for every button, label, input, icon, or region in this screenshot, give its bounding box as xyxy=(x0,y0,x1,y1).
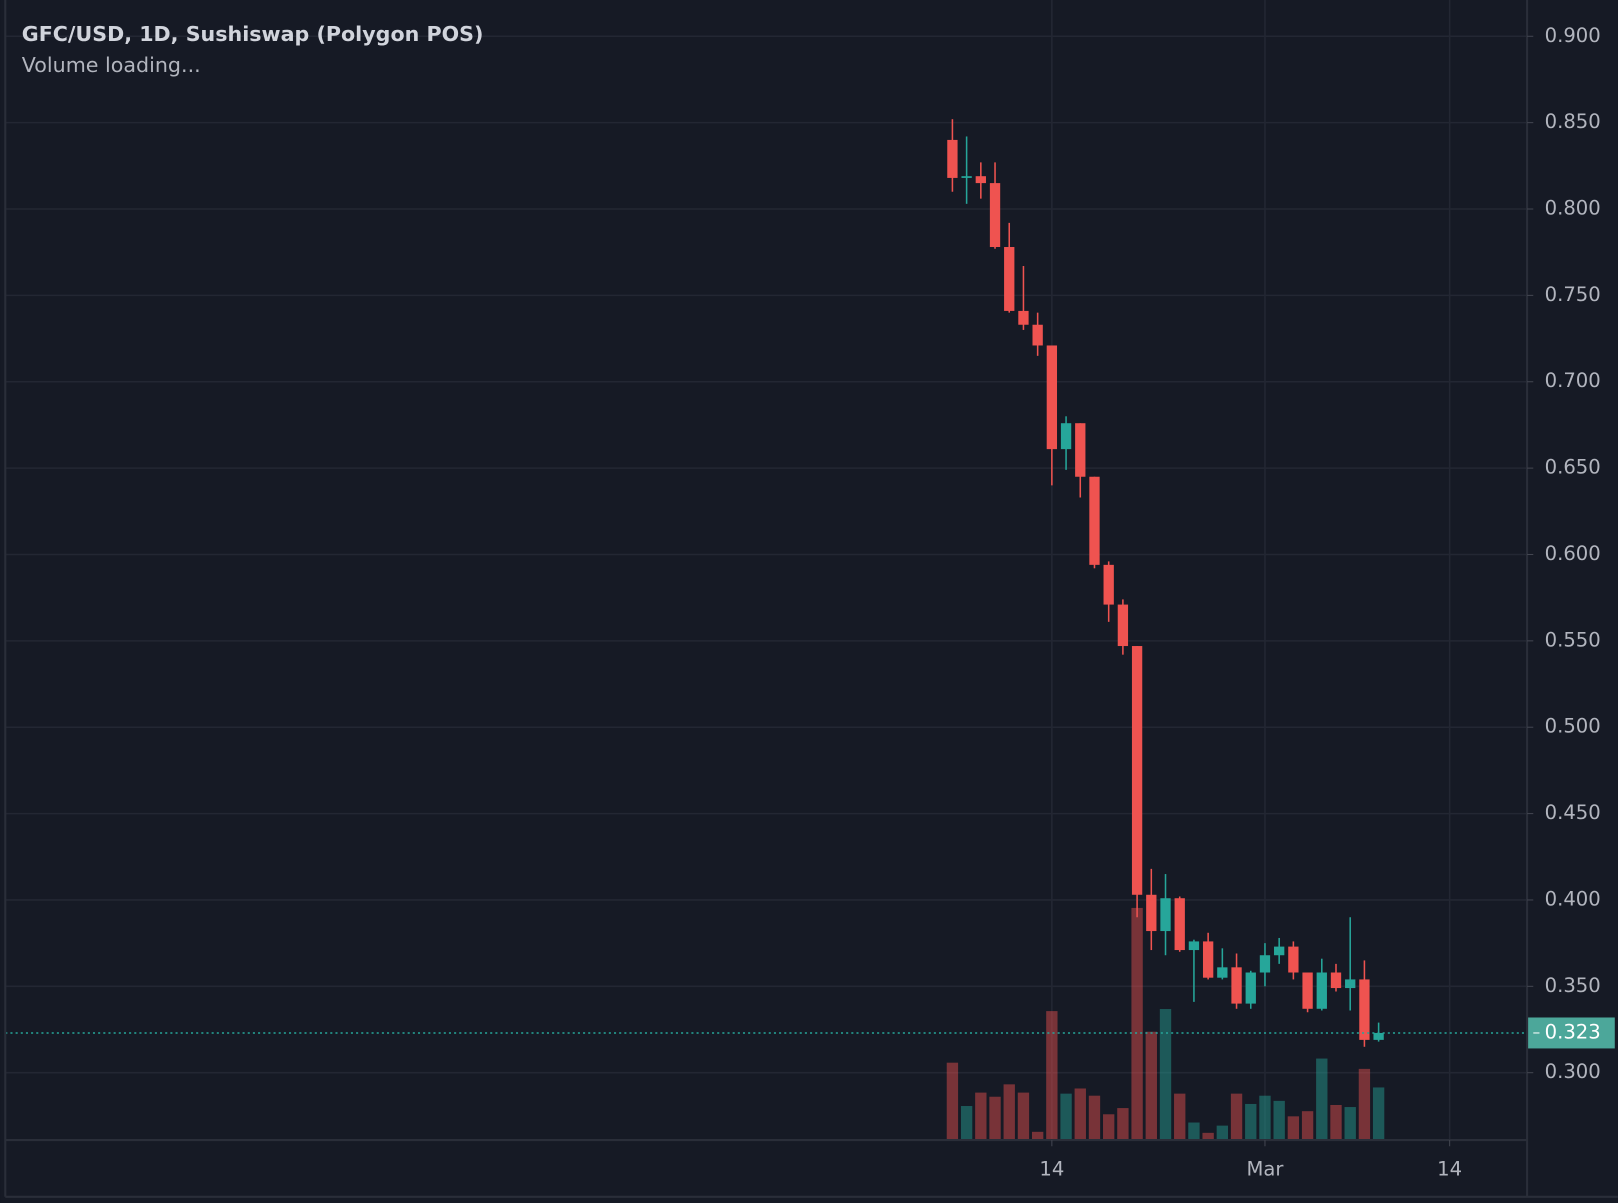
candle-body xyxy=(1032,324,1043,346)
candle-body xyxy=(1288,946,1299,973)
volume-bar xyxy=(1344,1107,1356,1141)
volume-bar xyxy=(1301,1111,1314,1141)
volume-pane xyxy=(946,907,1385,1141)
candle-body xyxy=(1046,345,1058,450)
y-tick-label: 0.900 xyxy=(1545,24,1601,47)
volume-bar xyxy=(1131,907,1143,1141)
volume-bar xyxy=(1046,1011,1058,1141)
candle-body xyxy=(1259,955,1271,973)
candle-body xyxy=(1060,423,1072,450)
candle-body xyxy=(1075,423,1086,477)
candle-body xyxy=(1188,941,1200,951)
volume-bar xyxy=(1003,1084,1015,1141)
y-tick-label: 0.700 xyxy=(1545,369,1601,392)
y-tick-label: 0.600 xyxy=(1545,542,1601,565)
volume-bar xyxy=(1273,1100,1285,1141)
candle-body xyxy=(1174,898,1185,951)
candles xyxy=(5,119,1528,1047)
candle-body xyxy=(1117,604,1129,647)
x-tick-label: Mar xyxy=(1246,1157,1284,1180)
chart-title: GFC/USD, 1D, Sushiswap (Polygon POS) xyxy=(22,22,484,46)
volume-bar xyxy=(1159,1009,1172,1141)
volume-bar xyxy=(1174,1093,1186,1141)
volume-bar xyxy=(1031,1131,1044,1141)
x-tick-label: 14 xyxy=(1437,1157,1462,1180)
candle-body xyxy=(1345,979,1356,989)
volume-bar xyxy=(1188,1122,1200,1141)
volume-bar xyxy=(1245,1103,1257,1141)
candle-body xyxy=(1089,476,1100,565)
candle-body xyxy=(1231,967,1242,1004)
volume-bar xyxy=(1330,1104,1342,1141)
candle-body xyxy=(989,183,1001,248)
y-tick-label: 0.400 xyxy=(1545,887,1601,910)
candle-body xyxy=(1330,972,1342,989)
y-tick-label: 0.450 xyxy=(1545,801,1601,824)
candle-body xyxy=(1217,967,1228,978)
volume-bar xyxy=(1372,1087,1385,1141)
volume-bar xyxy=(1259,1095,1271,1141)
volume-bar xyxy=(1358,1068,1371,1141)
candle-body xyxy=(1316,972,1327,1009)
candle-body xyxy=(1302,972,1313,1009)
candle-body xyxy=(961,176,972,178)
grid xyxy=(5,0,1528,1141)
candle-body xyxy=(1202,941,1214,978)
volume-bar xyxy=(1216,1125,1229,1141)
candle-body xyxy=(1103,564,1114,605)
candle-body xyxy=(1274,946,1285,956)
volume-bar xyxy=(1316,1058,1328,1141)
volume-bar xyxy=(1145,1031,1157,1141)
volume-bar xyxy=(1017,1092,1030,1141)
volume-bar xyxy=(1287,1116,1300,1141)
y-tick-label: 0.300 xyxy=(1545,1060,1601,1083)
candle-body xyxy=(1131,646,1143,895)
volume-bar xyxy=(1103,1114,1115,1141)
candle-body xyxy=(1146,894,1157,932)
chart-subtitle: Volume loading... xyxy=(22,53,201,77)
candle-body xyxy=(1359,979,1370,1040)
volume-bar xyxy=(1202,1132,1214,1141)
candle-body xyxy=(1018,310,1029,325)
candle-body xyxy=(947,139,958,178)
candle-body xyxy=(1373,1032,1384,1040)
x-tick-label: 14 xyxy=(1039,1157,1064,1180)
volume-bar xyxy=(1088,1095,1101,1141)
candle-body xyxy=(1160,898,1171,932)
price-axis: 0.300 0.350 0.400 0.450 0.500 0.550 0.600 0.650… xyxy=(1039,24,1615,1180)
last-price-box xyxy=(1528,1017,1615,1049)
y-tick-label: 0.500 xyxy=(1545,715,1601,738)
y-tick-label: 0.350 xyxy=(1545,974,1601,997)
y-tick-label: 0.800 xyxy=(1545,197,1601,220)
candle-body xyxy=(1245,972,1256,1004)
volume-bar xyxy=(1117,1108,1129,1141)
y-tick-label: 0.850 xyxy=(1545,110,1601,133)
volume-bar xyxy=(946,1062,959,1141)
volume-bar xyxy=(1060,1093,1072,1141)
y-tick-label: 0.550 xyxy=(1545,628,1601,651)
y-tick-label: 0.650 xyxy=(1545,456,1601,479)
y-tick-label: 0.750 xyxy=(1545,283,1601,306)
candle-body xyxy=(1004,247,1015,311)
candle-body xyxy=(975,176,986,184)
last-price-label: 0.323 xyxy=(1545,1020,1601,1043)
volume-bar xyxy=(1074,1088,1086,1141)
volume-bar xyxy=(960,1106,973,1141)
volume-bar xyxy=(989,1096,1001,1141)
volume-bar xyxy=(975,1092,987,1141)
volume-bar xyxy=(1230,1093,1243,1141)
